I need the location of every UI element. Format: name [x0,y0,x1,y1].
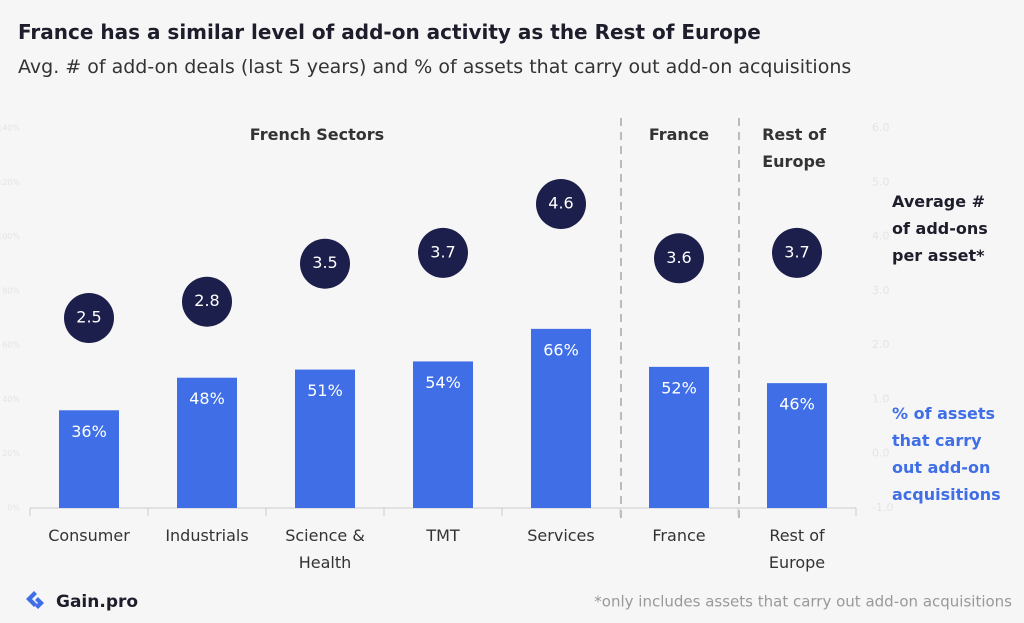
section-label: France [648,125,710,144]
x-tick-label: Science & Health [285,526,365,572]
x-tick-label: Services [527,526,595,545]
logo-icon [26,591,44,609]
legend-label: % of assets that carry out add-on acquis… [892,404,1001,504]
y2-tick-label: 2.0 [872,338,890,351]
subtitle: Avg. # of add-on deals (last 5 years) an… [18,56,852,78]
bar [295,369,355,508]
bar [767,383,827,508]
bar-label: 54% [425,373,461,392]
bar-label: 48% [189,389,225,408]
y-tick-label: 100% [0,232,20,241]
y-tick-label: 40% [2,395,20,404]
y-tick-label: 20% [2,449,20,458]
section-label: French Sectors [249,125,385,144]
avg-marker [64,293,114,343]
y2-tick-label: 3.0 [872,284,890,297]
logo: Gain.pro [56,592,138,612]
y-tick-label: 140% [0,124,20,133]
bar-label: 52% [661,378,697,397]
y2-tick-label: 0.0 [872,447,890,460]
bar-label: 51% [307,381,343,400]
bar-label: 46% [779,395,815,414]
bar [649,366,709,508]
x-tick-label: Rest of Europe [768,526,826,572]
x-tick-label: Consumer [48,526,130,545]
bar-label: 36% [71,422,107,441]
bar [413,361,473,508]
y-tick-label: 80% [2,286,20,295]
bar [59,410,119,508]
avg-label: 3.6 [666,248,691,267]
y2-tick-label: 5.0 [872,175,890,188]
avg-label: 4.6 [548,194,573,213]
avg-marker [300,238,350,289]
avg-label: 3.7 [430,242,455,261]
avg-label: 2.8 [194,291,219,310]
y-tick-label: 60% [2,341,20,350]
y-tick-label: 0% [7,504,20,513]
avg-marker [418,227,468,278]
y2-tick-label: 4.0 [872,230,890,243]
avg-marker [182,276,232,327]
bar-label: 66% [543,340,579,359]
avg-label: 3.5 [312,253,337,272]
avg-marker [536,179,586,229]
y2-tick-label: 1.0 [872,392,890,405]
title: France has a similar level of add-on act… [18,20,761,44]
avg-label: 3.7 [784,242,809,261]
x-tick-label: Industrials [165,526,249,545]
legend-label: Average # of add-ons per asset* [892,192,988,265]
y2-tick-label: 6.0 [872,121,890,134]
bar [531,328,591,508]
y-tick-label: 120% [0,178,20,187]
footnote: *only includes assets that carry out add… [594,593,1012,611]
bar [177,377,237,508]
x-tick-label: France [652,526,706,545]
section-label: Rest of Europe [762,125,826,171]
x-tick-label: TMT [426,526,460,545]
avg-marker [772,227,822,278]
avg-label: 2.5 [76,308,101,327]
y2-tick-label: -1.0 [872,501,893,514]
avg-marker [654,233,704,284]
